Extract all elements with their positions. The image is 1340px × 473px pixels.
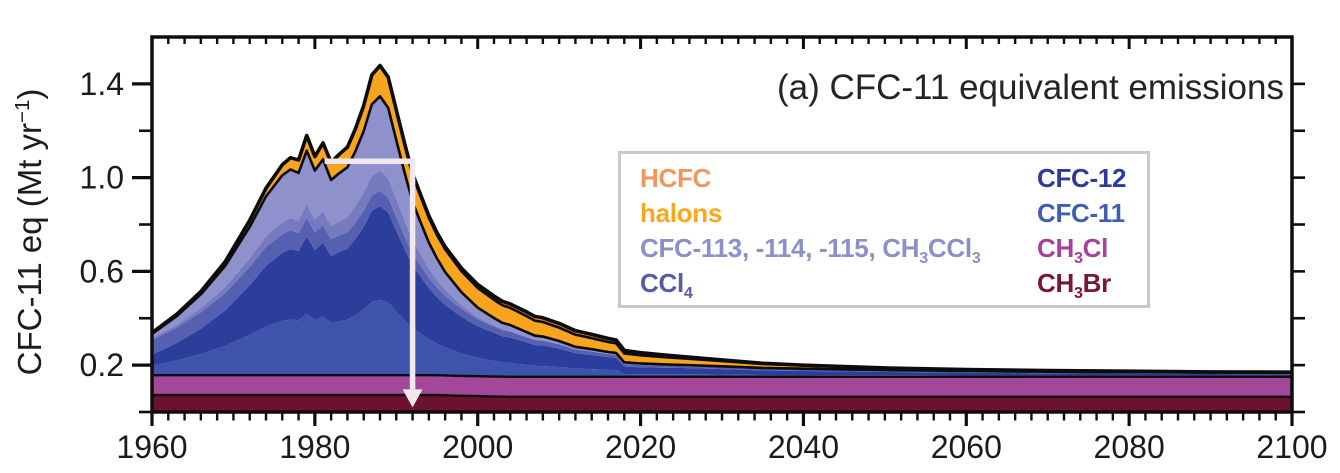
x-tick-label: 2020 [605, 429, 676, 465]
y-axis-title-superscript: −1 [11, 99, 34, 123]
y-tick-label: 1.0 [80, 160, 124, 196]
legend-entry: halons [640, 198, 722, 228]
legend-entry: HCFC [640, 163, 712, 193]
annotation-arrowhead-icon [402, 389, 423, 408]
y-axis-title: CFC-11 eq (Mt yr−1) [11, 89, 49, 376]
y-tick-label: 1.4 [80, 66, 124, 102]
legend-entry: CFC-12 [1037, 163, 1127, 193]
panel-title: (a) CFC-11 equivalent emissions [776, 68, 1284, 107]
area-CH3Br [152, 395, 1292, 412]
area-CFC-11 [152, 299, 1292, 377]
x-tick-label: 2080 [1094, 429, 1165, 465]
legend-entry: CCl4 [640, 268, 693, 303]
outline-CFC-113/-114/-115 [151, 94, 1293, 375]
x-tick-label: 2100 [1256, 429, 1327, 465]
legend-column-right: CFC-12 CFC-11 CH3Cl CH3Br [1037, 161, 1127, 303]
outline-CH3Cl [152, 374, 1292, 379]
area-CFC-12 [152, 205, 1292, 376]
y-tick-label: 0.2 [80, 347, 124, 383]
y-axis-title-text: CFC-11 eq (Mt yr [11, 122, 48, 376]
y-axis-title-close: ) [11, 88, 48, 100]
x-tick-label: 1980 [279, 429, 350, 465]
legend: HCFC halons CFC-113, -114, -115, CH3CCl3 CC… [618, 151, 1150, 308]
x-tick-label: 1960 [116, 429, 187, 465]
x-tick-label: 2000 [442, 429, 513, 465]
x-tick-label: 2060 [931, 429, 1002, 465]
area-CH3Cl [152, 375, 1292, 397]
legend-entry: CH3Cl [1037, 233, 1109, 268]
annotation-drop-line [324, 158, 416, 390]
legend-entry: CH3Br [1037, 268, 1111, 303]
x-tick-label: 2040 [768, 429, 839, 465]
outline-CH3Br [152, 393, 1292, 398]
outline-HCFC [150, 63, 1293, 374]
legend-entry: CFC-11 [1037, 198, 1125, 228]
y-tick-label: 0.6 [80, 253, 124, 289]
legend-entry: CFC-113, -114, -115, CH3CCl3 [640, 233, 981, 268]
legend-column-left: HCFC halons CFC-113, -114, -115, CH3CCl3 CC… [640, 161, 981, 303]
